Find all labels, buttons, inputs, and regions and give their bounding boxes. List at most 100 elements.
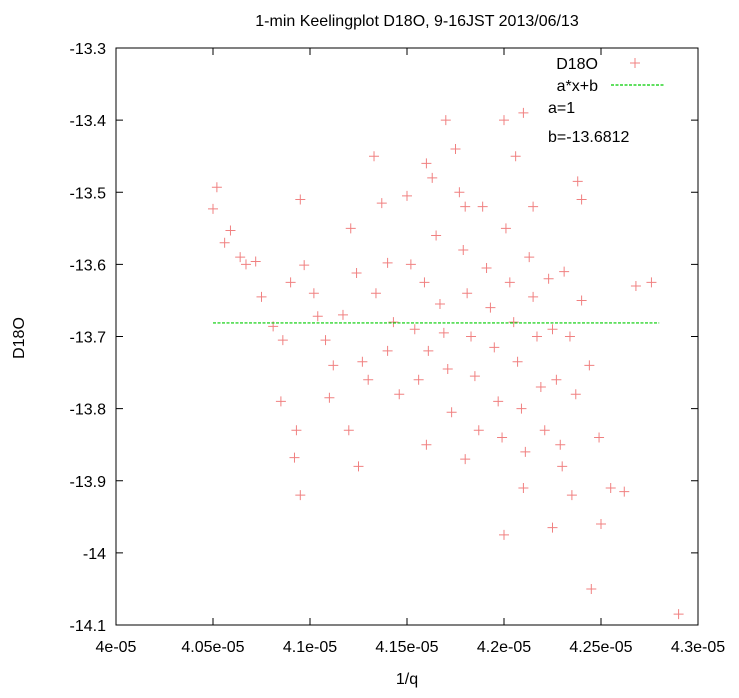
data-point <box>572 176 583 187</box>
data-point <box>419 277 430 288</box>
legend-label-fit: a*x+b <box>557 78 598 95</box>
data-point <box>528 291 539 302</box>
data-point <box>357 356 368 367</box>
x-axis-label: 1/q <box>396 671 418 688</box>
data-point <box>402 190 412 201</box>
data-point <box>508 317 519 328</box>
data-point <box>240 259 251 270</box>
data-point <box>250 256 261 267</box>
data-point <box>489 342 500 353</box>
fit-annotations: a=1 b=-13.6812 <box>548 100 630 146</box>
data-point <box>524 252 535 263</box>
x-tick-label: 4.15e-05 <box>375 639 438 656</box>
data-point <box>454 187 465 198</box>
data-point <box>275 396 286 407</box>
data-point <box>312 311 323 322</box>
data-point <box>504 277 515 288</box>
legend-marker-d18o <box>630 58 640 68</box>
data-point <box>423 345 434 356</box>
data-point <box>547 522 558 533</box>
data-point <box>337 309 348 320</box>
data-point <box>499 529 509 540</box>
data-point <box>518 482 529 493</box>
data-point <box>427 172 438 183</box>
data-point <box>320 335 331 346</box>
data-point <box>586 583 597 594</box>
data-point <box>559 266 570 277</box>
data-point <box>295 194 306 205</box>
data-point <box>466 331 477 342</box>
data-point <box>421 158 432 169</box>
data-point <box>363 374 374 385</box>
y-tick-label: -14 <box>83 546 106 563</box>
data-point <box>369 151 380 162</box>
data-point <box>605 482 616 493</box>
data-point <box>473 425 484 436</box>
data-point <box>497 432 508 443</box>
data-point <box>673 609 684 620</box>
data-point <box>510 151 521 162</box>
y-axis: -13.3 -13.4 -13.5 -13.6 -13.7 -13.8 -13.9 -14 -1… <box>70 41 698 635</box>
data-point <box>543 273 554 284</box>
fit-annotation: b=-13.6812 <box>548 129 630 146</box>
data-point <box>518 107 529 118</box>
data-point <box>646 277 657 288</box>
y-tick-label: -14.1 <box>70 618 107 635</box>
data-point <box>570 389 581 400</box>
data-point <box>328 360 339 371</box>
data-point <box>235 252 246 263</box>
y-tick-label: -13.6 <box>70 257 107 274</box>
data-point <box>462 288 473 299</box>
data-point <box>493 396 504 407</box>
data-point <box>594 432 605 443</box>
fit-annotation: a=1 <box>548 100 575 117</box>
y-tick-label: -13.4 <box>70 113 107 130</box>
x-tick-label: 4e-05 <box>96 639 137 656</box>
y-tick-label: -13.7 <box>70 330 107 347</box>
y-tick-label: -13.5 <box>70 185 107 202</box>
data-point <box>324 392 335 403</box>
data-point <box>446 407 457 418</box>
data-point <box>277 335 288 346</box>
data-point <box>394 389 405 400</box>
data-point <box>382 257 393 268</box>
data-point <box>512 356 523 367</box>
data-point <box>520 446 531 457</box>
data-point <box>431 230 442 241</box>
data-point <box>460 454 471 465</box>
data-point <box>539 425 550 436</box>
data-point <box>469 371 480 382</box>
data-point <box>308 288 319 299</box>
data-point <box>219 237 230 248</box>
y-tick-label: -13.8 <box>70 402 107 419</box>
data-point <box>564 331 575 342</box>
data-point <box>535 381 546 392</box>
data-point <box>557 461 568 472</box>
data-point <box>345 223 356 234</box>
x-tick-label: 4.25e-05 <box>569 639 632 656</box>
data-point <box>299 260 310 271</box>
data-point <box>376 198 387 209</box>
data-point <box>531 331 542 342</box>
data-point <box>291 425 302 436</box>
y-tick-label: -13.3 <box>70 41 107 58</box>
data-point <box>256 291 267 302</box>
legend-label-d18o: D18O <box>556 56 598 73</box>
data-point <box>528 201 539 212</box>
x-tick-label: 4.2e-05 <box>477 639 531 656</box>
data-point <box>388 317 399 328</box>
data-point <box>409 324 420 335</box>
data-point <box>351 268 362 279</box>
x-tick-label: 4.1e-05 <box>283 639 337 656</box>
data-point <box>555 439 566 450</box>
data-point <box>619 486 630 497</box>
data-point <box>382 345 393 356</box>
data-point <box>405 259 416 270</box>
y-axis-label: D18O <box>11 317 28 359</box>
legend: D18O a*x+b <box>556 56 664 95</box>
data-point <box>211 182 222 193</box>
chart-title: 1-min Keelingplot D18O, 9-16JST 2013/06/… <box>255 13 579 30</box>
data-point <box>343 425 354 436</box>
data-point <box>630 281 641 292</box>
data-point <box>450 143 461 154</box>
